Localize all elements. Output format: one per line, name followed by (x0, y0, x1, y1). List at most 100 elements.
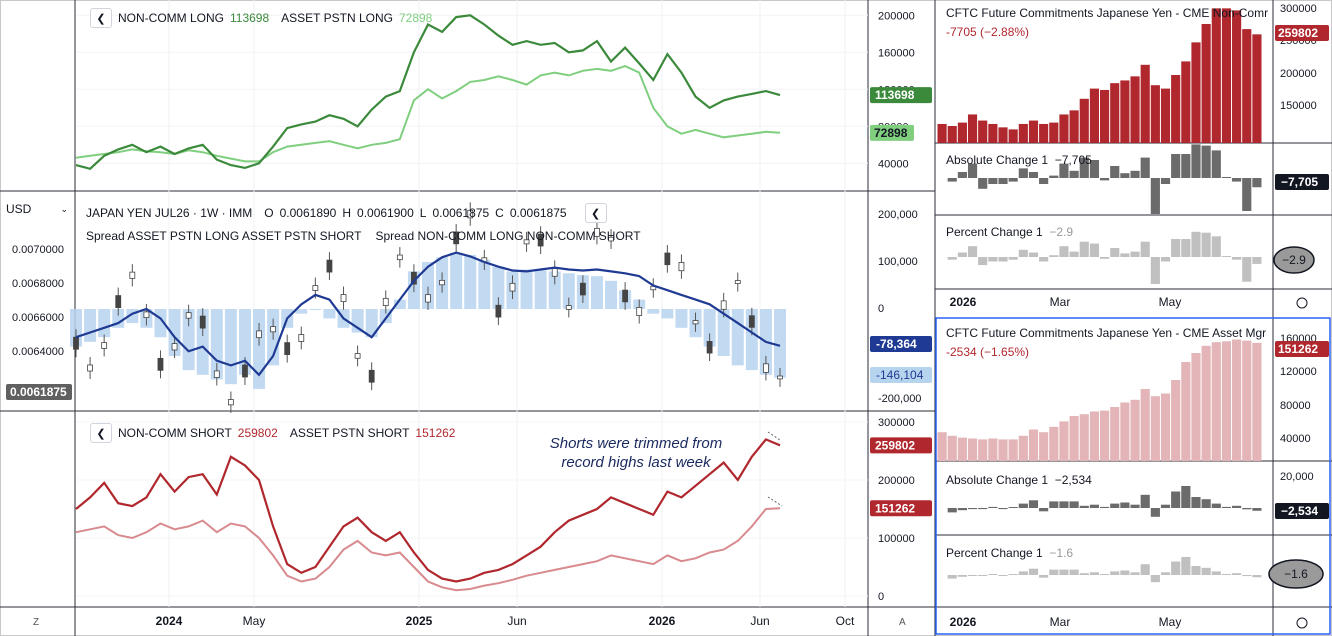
spread-histogram-bar (224, 309, 237, 385)
price-badge-text: −2.9 (1282, 253, 1306, 267)
volume-bar (1242, 29, 1252, 144)
candle-body (213, 370, 220, 378)
currency-select[interactable]: USD ⌄ (2, 199, 72, 219)
volume-bar (957, 122, 967, 143)
volume-bar (1008, 439, 1018, 461)
x-tick-label: May (1159, 615, 1182, 629)
collapse-legend-button[interactable]: ❮ (90, 8, 112, 28)
change-bar (957, 252, 967, 257)
volume-bar (947, 126, 957, 143)
y-tick-label: 100000 (878, 533, 915, 545)
change-bar (1049, 175, 1059, 178)
annotation-arrow (767, 431, 781, 441)
change-bar (1120, 173, 1130, 178)
spread-histogram-bar (238, 309, 251, 375)
right-bottom-pct-label: Percent Change 1 −1.6 (946, 546, 1074, 560)
y-tick-label: 300000 (1280, 3, 1317, 15)
ohlc-high: 0.0061900 (357, 206, 414, 220)
y-tick-label: 200000 (878, 10, 915, 22)
change-bar (1100, 574, 1110, 575)
collapse-legend-button[interactable]: ❮ (90, 423, 112, 443)
change-bar (1211, 503, 1221, 508)
auto-scale-toggle[interactable]: A (899, 617, 906, 628)
price-tick-label: 0.0068000 (12, 278, 64, 290)
volume-bar (1171, 380, 1181, 461)
zoom-toggle[interactable]: Z (33, 617, 40, 628)
candle-body (763, 363, 769, 373)
price-badge-text: 151262 (1278, 342, 1318, 356)
change-bar (1049, 501, 1059, 508)
spread-histogram-bar (168, 309, 181, 356)
volume-bar (1232, 339, 1242, 461)
candle-body (777, 375, 783, 380)
volume-bar (1059, 421, 1069, 461)
annotation-text[interactable]: Shorts were trimmed from record highs la… (534, 434, 738, 472)
spread-histogram-bar (675, 309, 688, 328)
spread-histogram-bar (492, 266, 505, 309)
change-bar (1150, 575, 1160, 583)
legend-label: ASSET PSTN LONG (281, 11, 393, 25)
spread-histogram-bar (731, 309, 744, 366)
y-tick-label: 40000 (1280, 433, 1311, 445)
collapse-symbol-legend-button[interactable]: ❮ (584, 203, 607, 223)
ohlc-low: 0.0061875 (432, 206, 490, 220)
price-badge (870, 87, 932, 104)
volume-bar (1160, 88, 1171, 143)
x-tick-label: 2026 (649, 614, 676, 628)
candle-body (734, 280, 741, 285)
change-bar (1252, 508, 1262, 511)
volume-bar (1211, 342, 1221, 461)
change-bar (1100, 506, 1110, 508)
volume-bar (1110, 407, 1120, 461)
volume-bar (988, 438, 998, 461)
pane-short-positions (75, 421, 868, 597)
change-bar (1221, 574, 1232, 575)
change-bar (1171, 491, 1181, 508)
change-bar (1028, 500, 1039, 508)
change-bar (1232, 178, 1242, 182)
y-tick-label: 200000 (1280, 68, 1317, 80)
change-bar (1140, 241, 1150, 257)
right-bottom-abs-label: Absolute Change 1 −2,534 (946, 473, 1092, 487)
change-bar (1018, 249, 1028, 257)
legend-label: NON-COMM SHORT (118, 426, 232, 440)
candle-body (579, 282, 586, 296)
y-tick-label: 200,000 (878, 209, 918, 221)
pane-assetmgr-shorts-bars (937, 339, 1262, 583)
volume-bar (998, 439, 1008, 461)
volume-bar (1150, 85, 1160, 143)
change-bar (998, 178, 1008, 184)
volume-bar (978, 120, 988, 143)
change-bar (1191, 497, 1201, 508)
currency-label: USD (6, 202, 32, 216)
change-bar (1079, 241, 1089, 257)
spread-histogram-bar (661, 309, 674, 319)
highlight-circle (1273, 246, 1315, 274)
candle-body (185, 312, 192, 319)
spread-histogram-bar (253, 309, 266, 389)
change-bar (988, 178, 998, 184)
candle-body (608, 236, 614, 242)
ohlc-c-label: C (495, 206, 504, 220)
candle-body (720, 300, 727, 310)
change-bar (947, 575, 957, 579)
x-tick-label: Mar (1050, 295, 1071, 309)
change-bar (998, 508, 1008, 510)
price-badge (1275, 503, 1329, 519)
change-bar (1100, 257, 1110, 259)
change-bar (988, 257, 998, 262)
legend-value: 151262 (415, 426, 456, 440)
price-badge-text: 113698 (875, 88, 915, 102)
highlight-circle (1268, 559, 1324, 589)
candle-body (467, 209, 474, 219)
change-bar (1140, 494, 1150, 508)
volume-bar (937, 123, 947, 143)
change-bar (1191, 231, 1201, 257)
change-bar (1079, 573, 1089, 575)
volume-bar (1160, 393, 1171, 461)
y-tick-label: 20,000 (1280, 471, 1314, 483)
change-bar (1059, 501, 1069, 508)
candle-body (439, 279, 445, 286)
spread-noncomm-label: Spread NON-COMM LONG NON-COMM SHORT (375, 229, 641, 243)
